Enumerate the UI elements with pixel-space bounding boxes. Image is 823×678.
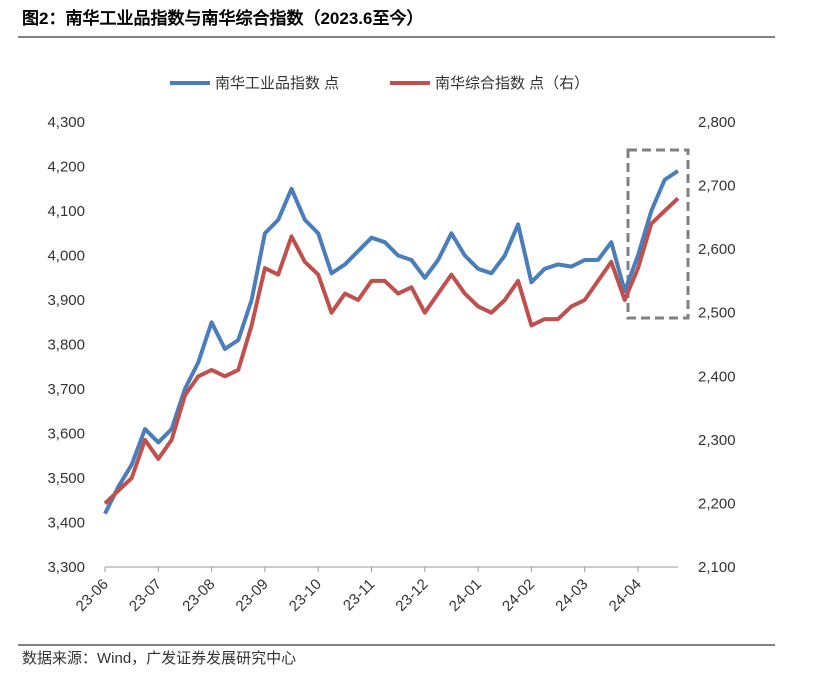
y2-tick-label: 2,200 — [698, 495, 736, 512]
y-tick-label: 3,300 — [47, 559, 85, 576]
y-tick-label: 4,200 — [47, 159, 85, 176]
y2-tick-label: 2,700 — [698, 178, 736, 195]
x-tick-label: 23-11 — [340, 576, 378, 614]
legend-label: 南华工业品指数 点 — [215, 75, 339, 92]
y-tick-label: 3,500 — [47, 470, 85, 487]
x-tick-label: 23-07 — [126, 576, 165, 615]
y2-tick-label: 2,300 — [698, 432, 736, 449]
y-tick-label: 3,700 — [47, 381, 85, 398]
x-tick-label: 24-01 — [446, 576, 485, 615]
x-tick-label: 23-10 — [286, 576, 325, 615]
y2-tick-label: 2,800 — [698, 114, 736, 131]
source: 数据来源：Wind，广发证券发展研究中心 — [22, 650, 296, 667]
y2-tick-label: 2,100 — [698, 559, 736, 576]
y2-tick-label: 2,400 — [698, 368, 736, 385]
x-tick-label: 23-09 — [233, 576, 272, 615]
x-tick-label: 24-02 — [499, 576, 538, 615]
x-tick-label: 23-12 — [392, 576, 431, 615]
x-tick-label: 23-08 — [179, 576, 218, 615]
series-line — [103, 169, 680, 515]
legend-label: 南华综合指数 点（右） — [435, 75, 589, 92]
highlight-box — [626, 148, 690, 320]
x-tick-label: 23-06 — [73, 576, 112, 615]
y2-tick-label: 2,500 — [698, 305, 736, 322]
x-tick-label: 24-03 — [552, 576, 591, 615]
chart-title: 图2：南华工业品指数与南华综合指数（2023.6至今） — [22, 8, 423, 28]
y2-tick-label: 2,600 — [698, 241, 736, 258]
series-line — [103, 196, 680, 505]
y-tick-label: 4,000 — [47, 248, 85, 265]
y-tick-label: 3,600 — [47, 426, 85, 443]
y-tick-label: 3,400 — [47, 515, 85, 532]
x-tick-label: 24-04 — [606, 576, 645, 615]
y-tick-label: 3,900 — [47, 292, 85, 309]
y-tick-label: 4,100 — [47, 203, 85, 220]
y-tick-label: 4,300 — [47, 114, 85, 131]
y-tick-label: 3,800 — [47, 337, 85, 354]
